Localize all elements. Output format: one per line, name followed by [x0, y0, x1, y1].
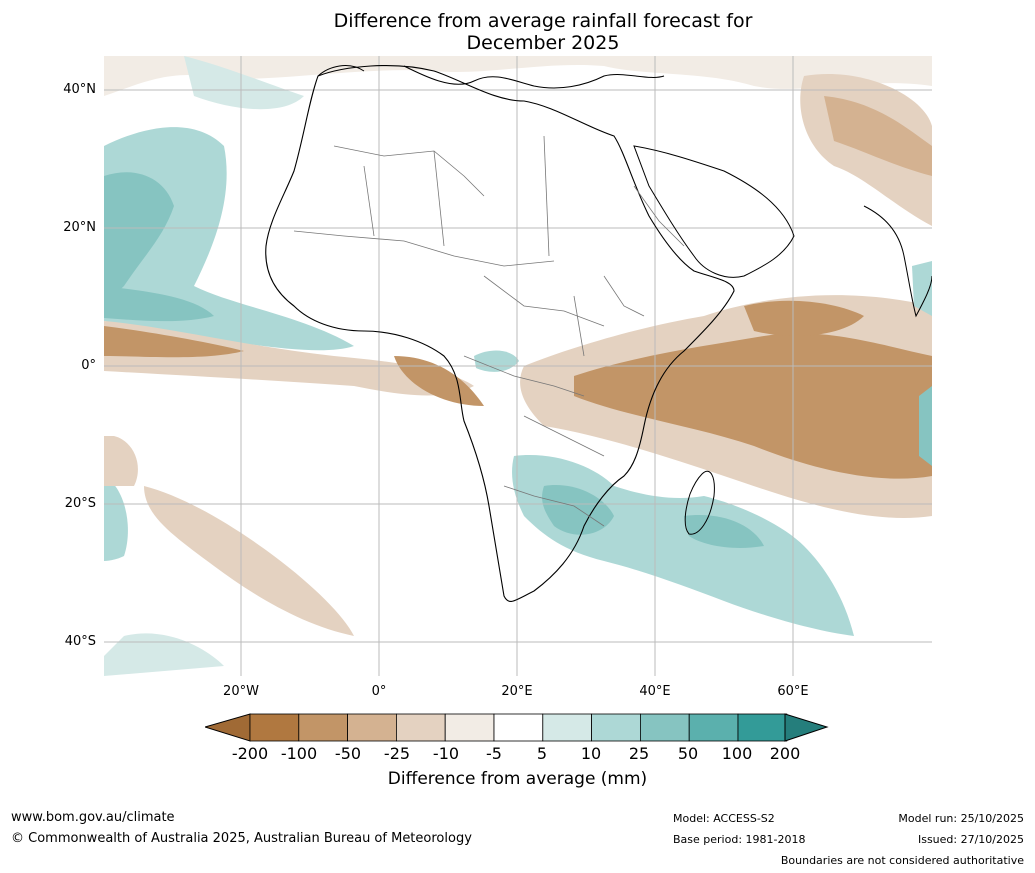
colorbar-segment — [591, 713, 641, 742]
cbar-label: 200 — [769, 744, 801, 763]
disclaimer-text: Boundaries are not considered authoritat… — [780, 854, 1024, 867]
lat-label-20n: 20°N — [63, 220, 96, 235]
cbar-label: 100 — [721, 744, 753, 763]
cbar-label: -5 — [486, 744, 502, 763]
lon-label-20e: 20°E — [501, 684, 533, 699]
colorbar-segment — [444, 713, 495, 742]
lat-label-40n: 40°N — [63, 82, 96, 97]
graticule — [104, 56, 932, 676]
arabia-outline — [633, 145, 795, 278]
lat-label-equator: 0° — [81, 358, 96, 373]
madagascar-outline — [684, 470, 715, 535]
cbar-label: 50 — [677, 744, 699, 763]
rainfall-map — [104, 56, 932, 676]
title-line-1: Difference from average rainfall forecas… — [333, 10, 753, 32]
colorbar-segment — [395, 713, 446, 742]
rainfall-anomaly-svg — [104, 56, 932, 676]
colorbar-segment — [493, 713, 544, 742]
map-title: Difference from average rainfall forecas… — [0, 10, 1035, 54]
colorbar-segment — [542, 713, 592, 742]
cbar-label: -10 — [432, 744, 460, 763]
cbar-label: -200 — [231, 744, 269, 763]
model-run-text: Model run: 25/10/2025 — [898, 812, 1024, 825]
base-period-text: Base period: 1981-2018 — [673, 833, 806, 846]
india-outline — [863, 205, 932, 318]
colorbar — [205, 713, 829, 742]
cbar-label: 10 — [580, 744, 602, 763]
issued-text: Issued: 27/10/2025 — [917, 833, 1024, 846]
model-text: Model: ACCESS-S2 — [673, 812, 775, 825]
lon-label-0: 0° — [371, 684, 387, 699]
lon-label-60e: 60°E — [777, 684, 809, 699]
cbar-label: -25 — [383, 744, 411, 763]
cbar-label: -50 — [334, 744, 362, 763]
country-borders — [293, 135, 685, 527]
anomaly-fields — [104, 56, 932, 676]
lat-label-20s: 20°S — [64, 496, 96, 511]
africa-coastline — [265, 65, 735, 602]
title-line-2: December 2025 — [466, 32, 620, 54]
colorbar-title: Difference from average (mm) — [387, 769, 648, 789]
europe-coastline — [317, 65, 665, 89]
copyright-text: © Commonwealth of Australia 2025, Austra… — [11, 831, 472, 846]
cbar-label: -100 — [280, 744, 318, 763]
colorbar-extend-high — [784, 713, 829, 742]
colorbar-extend-low — [205, 713, 251, 742]
cbar-label: 25 — [628, 744, 650, 763]
colorbar-segment — [249, 713, 300, 742]
colorbar-segment — [639, 713, 690, 742]
cbar-label: 5 — [536, 744, 548, 763]
colorbar-segment — [298, 713, 349, 742]
colorbar-segment — [347, 713, 397, 742]
website-link[interactable]: www.bom.gov.au/climate — [11, 810, 175, 825]
lat-label-40s: 40°S — [64, 634, 96, 649]
colorbar-segment — [688, 713, 739, 742]
colorbar-segments — [249, 713, 788, 742]
lon-label-20w: 20°W — [223, 684, 259, 699]
colorbar-segment — [737, 713, 788, 742]
lon-label-40e: 40°E — [639, 684, 671, 699]
